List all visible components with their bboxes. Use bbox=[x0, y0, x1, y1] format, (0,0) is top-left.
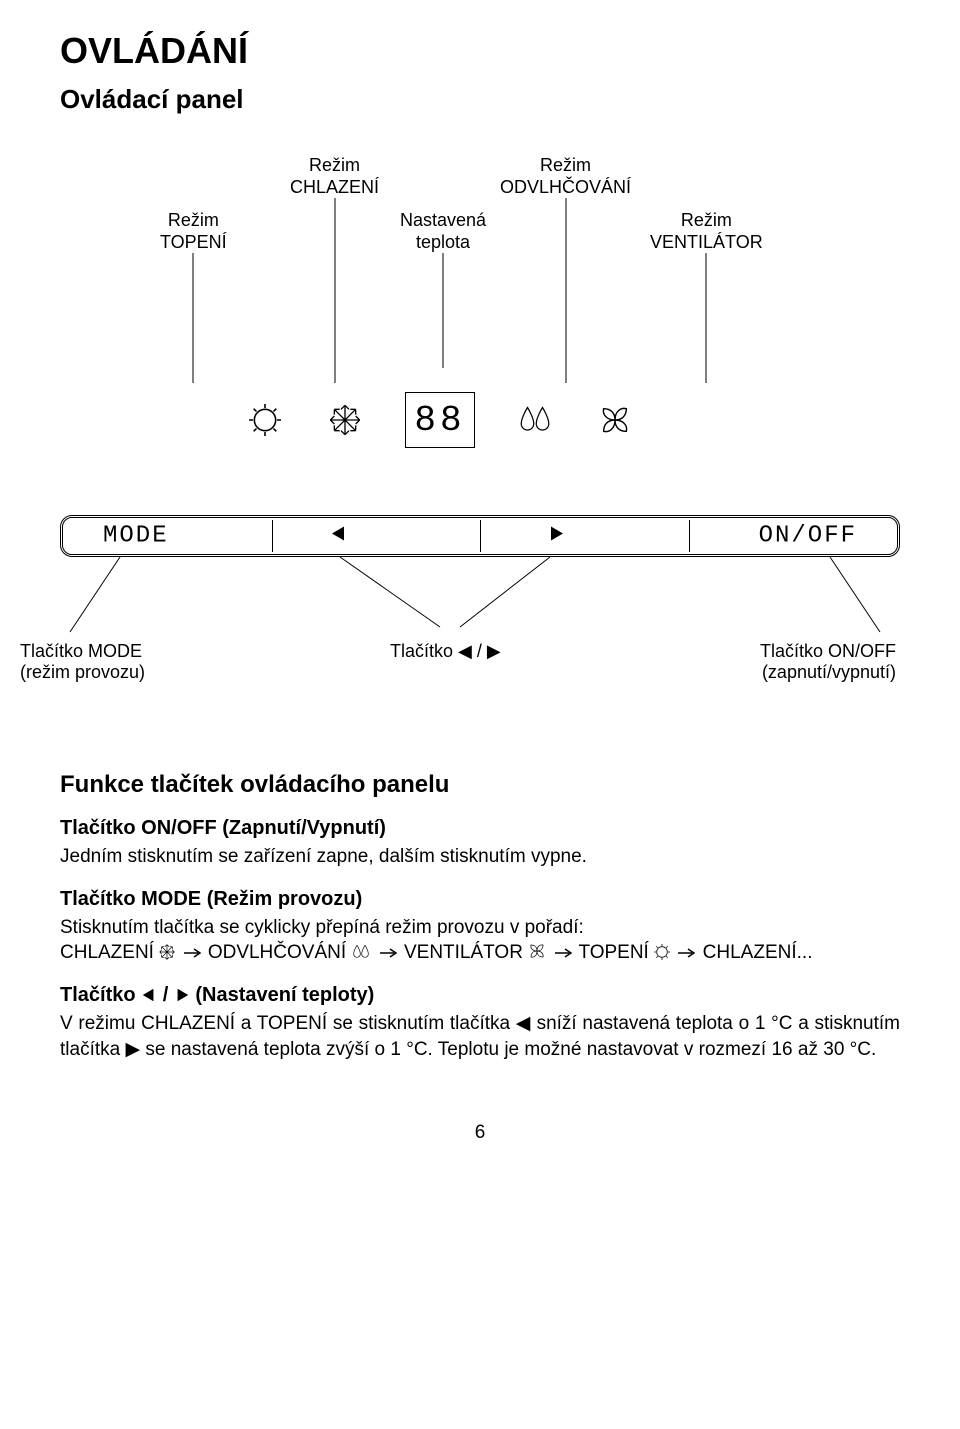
page-title: OVLÁDÁNÍ bbox=[60, 30, 900, 72]
bottom-label-group: Tlačítko MODE (režim provozu) Tlačítko ◀… bbox=[60, 561, 900, 711]
snowflake-icon bbox=[325, 400, 365, 440]
sun-icon bbox=[654, 944, 670, 960]
mode-section-text: Stisknutím tlačítka se cyklicky přepíná … bbox=[60, 915, 900, 966]
label-onoff-button: Tlačítko ON/OFF (zapnutí/vypnutí) bbox=[760, 641, 896, 683]
functions-heading: Funkce tlačítek ovládacího panelu bbox=[60, 771, 900, 799]
arrow-right-icon bbox=[675, 946, 697, 960]
right-arrow-icon bbox=[547, 525, 565, 548]
temp-section-text: V režimu CHLAZENÍ a TOPENÍ se stisknutím… bbox=[60, 1011, 900, 1062]
snowflake-icon bbox=[159, 944, 175, 960]
label-cooling: Režim CHLAZENÍ bbox=[290, 155, 379, 198]
onoff-section-text: Jedním stisknutím se zařízení zapne, dal… bbox=[60, 844, 900, 870]
label-dehumid: Režim ODVLHČOVÁNÍ bbox=[500, 155, 631, 198]
page-number: 6 bbox=[60, 1122, 900, 1144]
left-triangle-icon bbox=[141, 987, 157, 1003]
arrow-right-icon bbox=[181, 946, 203, 960]
left-arrow-icon bbox=[330, 525, 348, 548]
mode-section-label: Tlačítko MODE (Režim provozu) bbox=[60, 888, 900, 911]
fan-icon bbox=[528, 942, 546, 960]
display-row: 88 bbox=[140, 385, 740, 455]
label-fan: Režim VENTILÁTOR bbox=[650, 210, 763, 253]
onoff-section-label: Tlačítko ON/OFF (Zapnutí/Vypnutí) bbox=[60, 817, 900, 840]
label-mode-button: Tlačítko MODE (režim provozu) bbox=[20, 641, 145, 683]
right-triangle-icon bbox=[174, 987, 190, 1003]
temp-display: 88 bbox=[405, 392, 475, 448]
sun-icon bbox=[245, 400, 285, 440]
label-arrow-buttons: Tlačítko ◀ / ▶ bbox=[390, 641, 501, 662]
label-settemp: Nastavená teplota bbox=[400, 210, 486, 253]
droplet-icon bbox=[515, 400, 555, 440]
label-heating: Režim TOPENÍ bbox=[160, 210, 227, 253]
button-bar-container: MODE ON/OFF bbox=[60, 515, 900, 557]
arrow-right-icon bbox=[377, 946, 399, 960]
page-subtitle: Ovládací panel bbox=[60, 84, 900, 115]
top-label-group: Režim TOPENÍ Režim CHLAZENÍ Nastavená te… bbox=[60, 155, 900, 385]
temp-section-label: Tlačítko / (Nastavení teploty) bbox=[60, 984, 900, 1007]
arrow-right-icon bbox=[552, 946, 574, 960]
mode-button-label: MODE bbox=[103, 523, 169, 550]
droplet-icon bbox=[351, 944, 371, 960]
fan-icon bbox=[595, 400, 635, 440]
onoff-button-label: ON/OFF bbox=[759, 523, 857, 550]
button-bar: MODE ON/OFF bbox=[60, 515, 900, 557]
